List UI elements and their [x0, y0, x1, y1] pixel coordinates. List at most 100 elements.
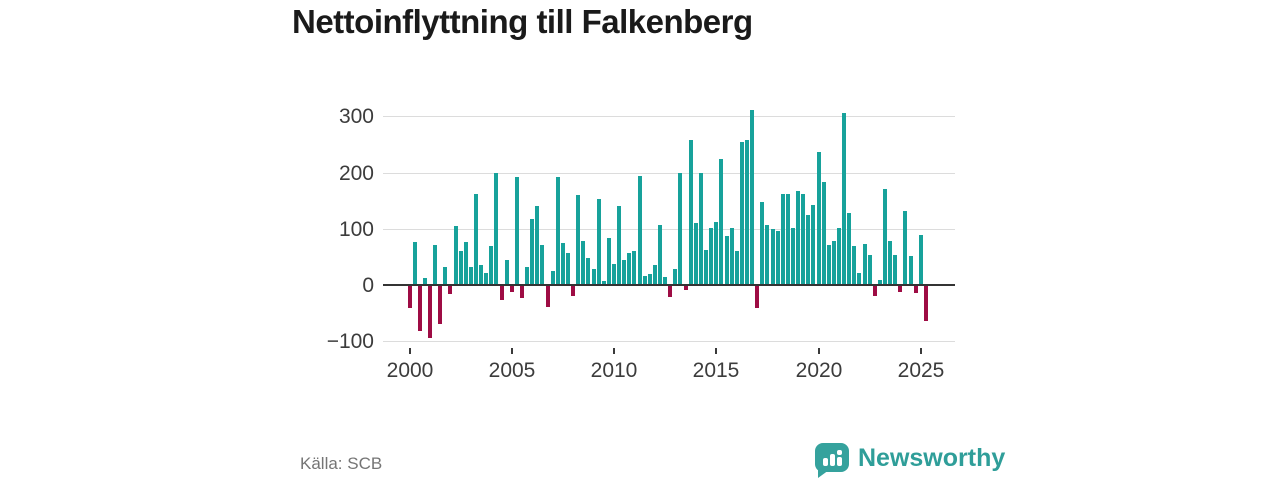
- bar-positive: [673, 269, 677, 284]
- bar-positive: [863, 244, 867, 284]
- bar-positive: [586, 258, 590, 284]
- x-axis-label: 2000: [386, 359, 434, 382]
- bar-positive: [796, 191, 800, 284]
- bar-positive: [494, 173, 498, 284]
- bar-positive: [852, 246, 856, 284]
- y-axis-label: 200: [338, 162, 374, 185]
- bar-negative: [914, 286, 918, 293]
- x-axis-tick: [511, 348, 513, 354]
- bar-positive: [607, 238, 611, 284]
- bar-positive: [791, 228, 795, 284]
- mini-bar-exclamation: [836, 450, 842, 466]
- bar-positive: [817, 152, 821, 284]
- bar-positive: [786, 194, 790, 284]
- newsworthy-logo: Newsworthy: [815, 443, 1005, 481]
- bar-positive: [714, 222, 718, 284]
- chart-title: Nettoinflyttning till Falkenberg: [292, 3, 753, 40]
- bar-negative: [438, 286, 442, 324]
- bar-positive: [576, 195, 580, 284]
- bar-positive: [459, 251, 463, 284]
- x-axis-tick: [613, 348, 615, 354]
- x-axis-label: 2010: [590, 359, 638, 382]
- bar-positive: [837, 228, 841, 284]
- bar-negative: [755, 286, 759, 308]
- bar-positive: [643, 276, 647, 284]
- y-axis-label: 100: [338, 218, 374, 241]
- bar-positive: [832, 241, 836, 284]
- bar-positive: [632, 251, 636, 284]
- bar-positive: [745, 140, 749, 284]
- newsworthy-bubble-icon: [815, 443, 849, 478]
- bar-positive: [484, 273, 488, 284]
- bar-positive: [540, 245, 544, 284]
- mini-bar-2: [829, 454, 835, 466]
- bar-positive: [530, 219, 534, 284]
- bar-positive: [505, 260, 509, 284]
- bar-positive: [735, 251, 739, 284]
- bar-positive: [535, 206, 539, 284]
- newsworthy-wordmark: Newsworthy: [858, 444, 1006, 472]
- bar-positive: [827, 245, 831, 284]
- bar-positive: [842, 113, 846, 284]
- bar-positive: [663, 277, 667, 284]
- bar-positive: [750, 110, 754, 284]
- bar-negative: [668, 286, 672, 297]
- bar-positive: [857, 273, 861, 284]
- x-axis-label: 2015: [692, 359, 740, 382]
- bar-negative: [448, 286, 452, 294]
- bar-positive: [658, 225, 662, 284]
- bar-positive: [489, 246, 493, 284]
- bar-positive: [592, 269, 596, 284]
- bar-positive: [909, 256, 913, 284]
- gridline-300: [383, 116, 955, 117]
- bar-positive: [709, 228, 713, 284]
- bubble-tail: [818, 470, 829, 478]
- bar-positive: [678, 173, 682, 284]
- bar-positive: [740, 142, 744, 284]
- bar-positive: [638, 176, 642, 284]
- gridline-100: [383, 229, 955, 230]
- bar-negative: [408, 286, 412, 308]
- bar-positive: [801, 194, 805, 284]
- gridline-200: [383, 173, 955, 174]
- x-axis-tick: [818, 348, 820, 354]
- source-note: Källa: SCB: [300, 454, 383, 473]
- bar-positive: [919, 235, 923, 284]
- bar-positive: [566, 253, 570, 284]
- bar-negative: [428, 286, 432, 338]
- bar-positive: [597, 199, 601, 284]
- bar-positive: [454, 226, 458, 284]
- bar-positive: [868, 255, 872, 284]
- bar-positive: [433, 245, 437, 284]
- gridline-−100: [383, 341, 955, 342]
- bar-positive: [878, 280, 882, 284]
- bar-positive: [469, 267, 473, 284]
- bar-positive: [822, 182, 826, 284]
- bar-positive: [443, 267, 447, 284]
- x-axis-label: 2025: [897, 359, 945, 382]
- bar-positive: [464, 242, 468, 284]
- bar-negative: [684, 286, 688, 290]
- bar-negative: [924, 286, 928, 321]
- y-axis-label: −100: [326, 330, 374, 353]
- bar-positive: [612, 264, 616, 284]
- bar-negative: [898, 286, 902, 292]
- bar-positive: [556, 177, 560, 284]
- bar-positive: [694, 223, 698, 284]
- y-axis-label: 0: [362, 274, 374, 297]
- bar-negative: [873, 286, 877, 296]
- bar-positive: [811, 205, 815, 284]
- bar-negative: [520, 286, 524, 298]
- bar-negative: [571, 286, 575, 296]
- bar-negative: [546, 286, 550, 307]
- bar-positive: [725, 236, 729, 284]
- bar-positive: [888, 241, 892, 284]
- bar-positive: [883, 189, 887, 284]
- bar-positive: [622, 260, 626, 284]
- bar-positive: [479, 265, 483, 284]
- bar-positive: [617, 206, 621, 284]
- x-axis-tick: [409, 348, 411, 354]
- bar-positive: [730, 228, 734, 284]
